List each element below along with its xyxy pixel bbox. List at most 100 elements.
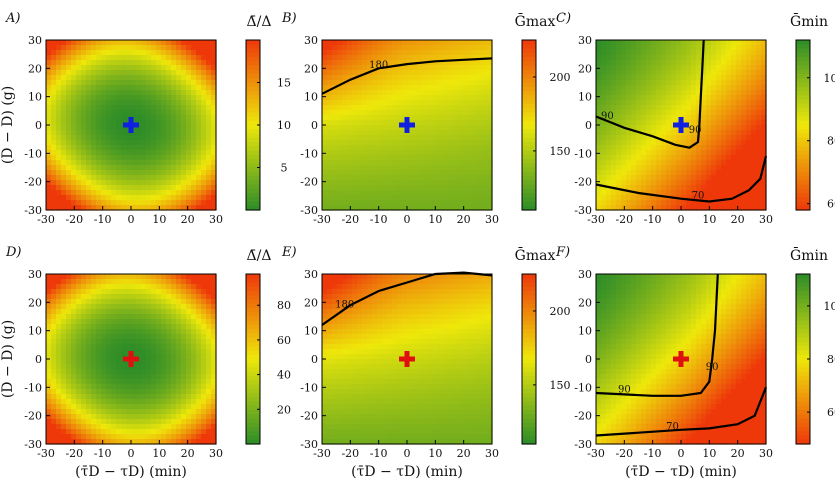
heatmap-cell [467, 85, 473, 91]
heatmap-cell [716, 145, 722, 151]
heatmap-cell [621, 190, 627, 196]
heatmap-cell [701, 195, 707, 201]
heatmap-cell [56, 45, 62, 51]
heatmap-cell [161, 75, 167, 81]
heatmap-cell [206, 205, 212, 211]
heatmap-cell [372, 110, 378, 116]
heatmap-cell [457, 125, 463, 131]
heatmap-cell [211, 374, 217, 380]
heatmap-cell [726, 100, 732, 106]
heatmap-cell [131, 389, 137, 395]
heatmap-cell [66, 434, 72, 440]
heatmap-cell [156, 180, 162, 186]
heatmap-cell [81, 344, 87, 350]
heatmap-cell [681, 180, 687, 186]
heatmap-cell [161, 150, 167, 156]
heatmap-cell [372, 170, 378, 176]
heatmap-cell [731, 55, 737, 61]
heatmap-cell [71, 369, 77, 375]
heatmap-cell [196, 155, 202, 161]
heatmap-cell [626, 55, 632, 61]
heatmap-cell [86, 155, 92, 161]
heatmap-cell [661, 170, 667, 176]
heatmap-cell [51, 339, 57, 345]
heatmap-cell [126, 394, 132, 400]
colorbar-cell [796, 86, 810, 92]
heatmap-cell [352, 100, 358, 106]
heatmap-cell [437, 165, 443, 171]
colorbar-cell [522, 159, 536, 164]
heatmap-cell [601, 70, 607, 76]
heatmap-cell [191, 279, 197, 285]
heatmap-cell [61, 434, 67, 440]
heatmap-cell [741, 105, 747, 111]
heatmap-cell [61, 304, 67, 310]
heatmap-cell [447, 110, 453, 116]
heatmap-cell [201, 195, 207, 201]
heatmap-cell [611, 60, 617, 66]
heatmap-cell [196, 404, 202, 410]
heatmap-cell [362, 200, 368, 206]
heatmap-cell [156, 135, 162, 141]
heatmap-cell [46, 384, 52, 390]
heatmap-cell [131, 180, 137, 186]
heatmap-cell [171, 40, 177, 46]
heatmap-cell [61, 155, 67, 161]
heatmap-cell [452, 200, 458, 206]
heatmap-cell [452, 105, 458, 111]
heatmap-cell [51, 140, 57, 146]
heatmap-cell [392, 180, 398, 186]
heatmap-cell [746, 45, 752, 51]
heatmap-cell [146, 130, 152, 136]
heatmap-cell [101, 289, 107, 295]
heatmap-cell [106, 274, 112, 280]
heatmap-cell [686, 180, 692, 186]
heatmap-cell [382, 200, 388, 206]
heatmap-cell [322, 424, 328, 430]
heatmap-cell [131, 359, 137, 365]
heatmap-cell [151, 190, 157, 196]
heatmap-cell [111, 145, 117, 151]
heatmap-cell [166, 190, 172, 196]
heatmap-cell [397, 95, 403, 101]
heatmap-cell [131, 319, 137, 325]
heatmap-cell [487, 150, 493, 156]
heatmap-cell [156, 414, 162, 420]
colorbar-cell [522, 180, 536, 186]
heatmap-cell [337, 200, 343, 206]
heatmap-cell [397, 130, 403, 136]
heatmap-cell [176, 319, 182, 325]
heatmap-cell [377, 50, 383, 56]
heatmap-cell [211, 354, 217, 360]
heatmap-cell [181, 70, 187, 76]
heatmap-cell [181, 389, 187, 395]
heatmap-cell [641, 160, 647, 166]
heatmap-cell [116, 115, 122, 121]
heatmap-cell [761, 110, 767, 116]
heatmap-cell [706, 175, 712, 181]
heatmap-cell [606, 125, 612, 131]
heatmap-cell [397, 75, 403, 81]
heatmap-cell [201, 359, 207, 365]
heatmap-cell [462, 185, 468, 191]
heatmap-cell [206, 60, 212, 66]
heatmap-cell [46, 155, 52, 161]
heatmap-cell [322, 299, 328, 305]
heatmap-cell [681, 165, 687, 171]
heatmap-cell [611, 155, 617, 161]
heatmap-cell [196, 289, 202, 295]
heatmap-cell [477, 115, 483, 121]
heatmap-cell [156, 429, 162, 435]
heatmap-cell [81, 304, 87, 310]
heatmap-cell [136, 140, 142, 146]
heatmap-cell [736, 50, 742, 56]
heatmap-cell [706, 120, 712, 126]
heatmap-cell [726, 125, 732, 131]
heatmap-cell [681, 80, 687, 86]
heatmap-cell [201, 294, 207, 300]
heatmap-cell [342, 155, 348, 161]
heatmap-cell [56, 299, 62, 305]
heatmap-cell [111, 384, 117, 390]
colorbar-cell [246, 91, 260, 96]
heatmap-cell [61, 170, 67, 176]
